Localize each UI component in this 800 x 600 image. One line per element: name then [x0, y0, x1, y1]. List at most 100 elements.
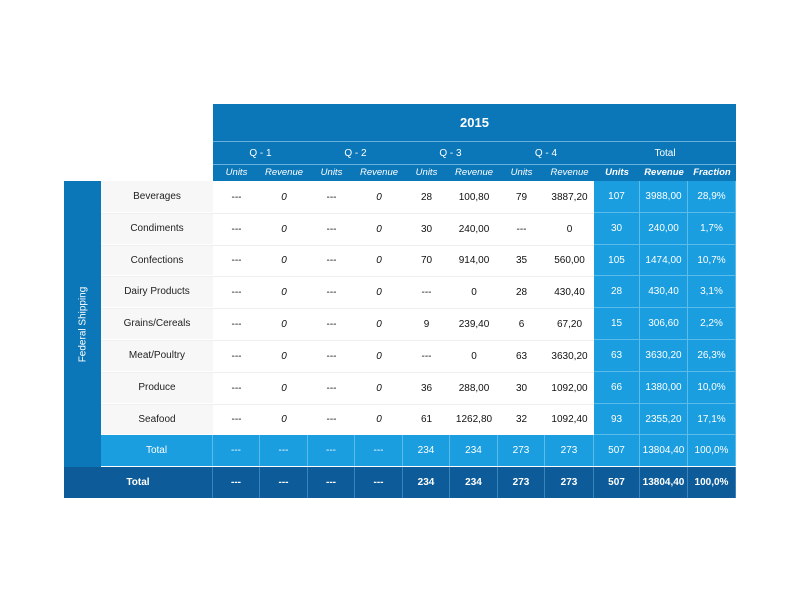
table-cell-tr: 3630,20 [640, 340, 688, 372]
quarter-header-q1: Q - 1 [213, 142, 308, 164]
table-cell-q3u: 9 [403, 308, 450, 340]
subheader-units: Units [498, 164, 545, 181]
table-cell-q2r: 0 [355, 340, 403, 372]
table-cell-q2u: --- [308, 181, 355, 213]
table-cell-q2u: --- [308, 404, 355, 435]
grand-total-cell: 507 [594, 467, 640, 498]
table-cell-tr: 1380,00 [640, 372, 688, 404]
grand-total-cell: --- [355, 467, 403, 498]
table-cell-q3u: 70 [403, 245, 450, 276]
grand-total-cell: --- [213, 467, 260, 498]
table-cell-tu: 15 [594, 308, 640, 340]
subtotal-cell: 507 [594, 435, 640, 466]
table-cell-q2r: 0 [355, 245, 403, 276]
table-cell-tr: 430,40 [640, 276, 688, 308]
row-category-label: Grains/Cereals [101, 308, 213, 340]
table-cell-q2u: --- [308, 213, 355, 245]
table-cell-q1r: 0 [260, 404, 308, 435]
subtotal-cell: --- [308, 435, 355, 466]
table-cell-tf: 2,2% [688, 308, 736, 340]
table-cell-q2u: --- [308, 340, 355, 372]
table-cell-q2u: --- [308, 276, 355, 308]
row-category-label: Condiments [101, 213, 213, 245]
table-cell-q1u: --- [213, 276, 260, 308]
table-cell-tu: 28 [594, 276, 640, 308]
table-cell-q2r: 0 [355, 213, 403, 245]
grand-total-cell: --- [308, 467, 355, 498]
table-cell-q2u: --- [308, 308, 355, 340]
table-cell-tf: 3,1% [688, 276, 736, 308]
row-category-label: Beverages [101, 181, 213, 213]
table-cell-tr: 306,60 [640, 308, 688, 340]
grand-total-cell: 273 [498, 467, 545, 498]
table-cell-q3r: 1262,80 [450, 404, 498, 435]
subtotal-cell: 273 [545, 435, 594, 466]
table-cell-q3r: 240,00 [450, 213, 498, 245]
table-cell-tu: 66 [594, 372, 640, 404]
table-cell-q4r: 3887,20 [545, 181, 594, 213]
table-cell-tf: 10,7% [688, 245, 736, 276]
grand-total-cell: 273 [545, 467, 594, 498]
table-cell-q4u: 32 [498, 404, 545, 435]
row-category-label: Confections [101, 245, 213, 276]
table-cell-q3u: 61 [403, 404, 450, 435]
table-cell-q4u: 6 [498, 308, 545, 340]
total-header: Total [594, 142, 736, 164]
subheader-total-units: Units [594, 164, 640, 181]
table-cell-tu: 107 [594, 181, 640, 213]
table-cell-tf: 10,0% [688, 372, 736, 404]
table-cell-q3r: 239,40 [450, 308, 498, 340]
subtotal-cell: 13804,40 [640, 435, 688, 466]
subtotal-cell: 234 [403, 435, 450, 466]
table-cell-tu: 63 [594, 340, 640, 372]
table-cell-q1r: 0 [260, 181, 308, 213]
table-cell-q3u: --- [403, 340, 450, 372]
table-cell-q3r: 0 [450, 276, 498, 308]
table-cell-q1r: 0 [260, 340, 308, 372]
table-cell-q3r: 0 [450, 340, 498, 372]
table-cell-q2r: 0 [355, 404, 403, 435]
table-cell-tu: 30 [594, 213, 640, 245]
table-cell-q3u: --- [403, 276, 450, 308]
table-cell-q3r: 288,00 [450, 372, 498, 404]
side-label: Federal Shipping [64, 181, 101, 467]
table-cell-q1r: 0 [260, 245, 308, 276]
table-cell-tr: 1474,00 [640, 245, 688, 276]
row-category-label: Dairy Products [101, 276, 213, 308]
subheader-revenue: Revenue [260, 164, 308, 181]
table-cell-q2u: --- [308, 372, 355, 404]
subheader-units: Units [308, 164, 355, 181]
table-cell-q3u: 30 [403, 213, 450, 245]
subtotal-cell: 100,0% [688, 435, 736, 466]
table-cell-q2r: 0 [355, 276, 403, 308]
subheader-revenue: Revenue [545, 164, 594, 181]
table-cell-tr: 240,00 [640, 213, 688, 245]
subheader-units: Units [213, 164, 260, 181]
grand-total-cell: 100,0% [688, 467, 736, 498]
subheader-revenue: Revenue [355, 164, 403, 181]
grand-total-label: Total [64, 467, 213, 498]
subtotal-cell: 273 [498, 435, 545, 466]
table-cell-q4u: 30 [498, 372, 545, 404]
table-cell-tf: 17,1% [688, 404, 736, 435]
table-cell-q4u: 35 [498, 245, 545, 276]
grand-total-cell: 234 [450, 467, 498, 498]
table-cell-q1r: 0 [260, 308, 308, 340]
table-cell-q1u: --- [213, 404, 260, 435]
table-cell-tu: 105 [594, 245, 640, 276]
table-cell-tu: 93 [594, 404, 640, 435]
table-cell-q4u: 63 [498, 340, 545, 372]
table-cell-q1r: 0 [260, 372, 308, 404]
table-cell-q4r: 67,20 [545, 308, 594, 340]
table-cell-q3u: 36 [403, 372, 450, 404]
grand-total-cell: 234 [403, 467, 450, 498]
table-cell-q1u: --- [213, 245, 260, 276]
table-cell-q3u: 28 [403, 181, 450, 213]
row-category-label: Seafood [101, 404, 213, 435]
subtotal-cell: --- [355, 435, 403, 466]
table-cell-q4r: 430,40 [545, 276, 594, 308]
table-cell-q1u: --- [213, 372, 260, 404]
subheader-units: Units [403, 164, 450, 181]
table-cell-q2u: --- [308, 245, 355, 276]
